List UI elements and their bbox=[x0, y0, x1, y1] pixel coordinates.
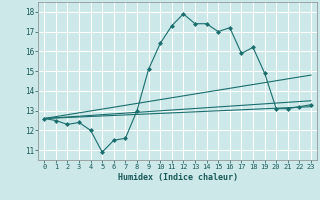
X-axis label: Humidex (Indice chaleur): Humidex (Indice chaleur) bbox=[118, 173, 238, 182]
